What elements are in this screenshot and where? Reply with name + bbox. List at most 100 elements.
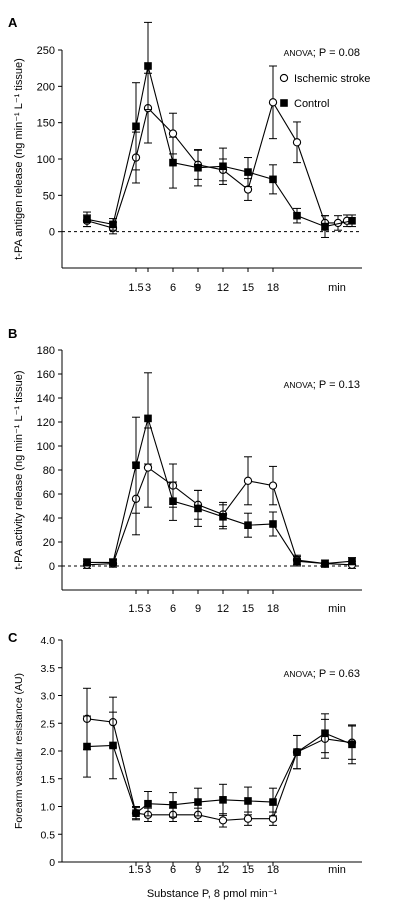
y-axis-label: Forearm vascular resistance (AU) [14,673,25,829]
data-point [243,476,253,485]
panel-b: B 0 20 40 60 80 100 120 140 160 180 1.5 3 6 9 12 15 18 min… [8,326,362,615]
data-point [144,414,152,423]
x-tick-label: min [328,282,346,294]
data-point [219,796,227,804]
y-tick-label: 4.0 [40,636,55,647]
data-point [168,129,178,138]
data-point [321,729,329,738]
anova-annotation: ANOVA; P = 0.08 [284,47,360,59]
data-point [109,741,117,750]
data-point [293,748,301,756]
y-tick-label: 100 [37,441,55,453]
y-tick-label: 200 [37,81,55,93]
y-tick-label: 50 [43,190,55,202]
y-tick-label: 1.5 [40,775,55,786]
y-tick-label: 80 [43,465,55,477]
legend-label-control: Control [294,98,329,110]
y-tick-label: 250 [37,45,55,57]
data-point [268,98,278,107]
legend: Ischemic stroke Control [279,73,370,110]
data-point [321,559,329,568]
data-point [321,222,329,231]
data-point [269,520,277,528]
series-line [86,100,348,229]
y-axis-label: t-PA antigen release (ng min⁻¹ L⁻¹ tissu… [13,58,25,260]
series-line [86,718,353,821]
data-point [293,211,301,220]
x-tick-label: 12 [217,864,229,876]
series-ischemic-stroke [82,65,352,235]
data-point [109,220,117,229]
panel-c: C00.51.01.52.02.53.03.54.01.5 3 6 9 12 15 18 mi… [8,630,362,900]
x-tick-label: 15 [242,282,254,294]
data-point [243,814,253,823]
series-control [83,711,356,821]
y-tick-label: 100 [37,154,55,166]
x-tick-label: 15 [242,864,254,876]
x-tick-label: 12 [217,282,229,294]
y-tick-label: 0 [49,858,55,869]
data-point [348,557,356,565]
x-tick-label: min [328,603,346,615]
series-line [86,65,353,228]
data-point [348,216,356,225]
y-tick-label: 140 [37,393,55,405]
x-tick-label: 3 [145,282,151,294]
series-line [87,416,353,565]
data-point [269,175,277,184]
y-tick-label: 60 [43,489,55,501]
data-point [219,513,227,521]
data-point [169,801,177,809]
x-tick-label: 6 [170,603,176,615]
y-tick-label: 40 [43,513,55,525]
y-tick-label: 160 [37,369,55,381]
legend-marker-ischemic-stroke [279,73,289,83]
anova-annotation: ANOVA; P = 0.63 [284,668,360,680]
y-tick-label: 0 [49,561,55,573]
x-tick-label: 9 [195,603,201,615]
y-tick-label: 20 [43,537,55,549]
data-point [244,168,252,176]
data-point [144,799,152,808]
data-point [293,557,301,565]
data-point [269,798,277,806]
x-tick-label: 1.5 [128,282,143,294]
x-tick-label: min [328,864,346,876]
series-ischemic-stroke [82,687,357,828]
y-tick-label: 150 [37,118,55,130]
data-point [292,138,302,147]
x-tick-label: 18 [267,282,279,294]
data-point [83,215,91,224]
data-point [218,816,228,825]
data-point [132,461,140,469]
x-axis-label: Substance P, 8 pmol min⁻¹ [147,888,278,900]
y-tick-label: 180 [37,345,55,357]
x-tick-label: 12 [217,603,229,615]
x-tick-label: 9 [195,864,201,876]
y-tick-label: 0.5 [40,830,55,841]
panel-letter: A [8,15,18,30]
x-tick-label: 1.5 [128,864,143,876]
anova-annotation: ANOVA; P = 0.13 [284,379,360,391]
data-point [348,740,356,749]
data-point [219,162,227,171]
data-point [244,521,252,529]
data-point [132,809,140,817]
data-point [169,497,177,505]
x-tick-label: 18 [267,864,279,876]
x-tick-label: 1.5 [128,603,143,615]
y-axis-label: t-PA activity release (ng min⁻¹ L⁻¹ tiss… [13,370,25,569]
series-ischemic-stroke [82,427,357,569]
y-tick-label: 3.5 [40,664,55,675]
data-point [132,122,140,131]
series-line [86,466,353,566]
y-tick-label: 120 [37,417,55,429]
x-tick-label: 18 [267,603,279,615]
data-point [144,62,152,70]
data-point [109,558,117,567]
y-tick-label: 0 [49,227,55,239]
series-control [83,372,356,568]
data-point [194,504,202,513]
data-point [268,481,278,490]
y-tick-label: 1.0 [40,803,55,814]
